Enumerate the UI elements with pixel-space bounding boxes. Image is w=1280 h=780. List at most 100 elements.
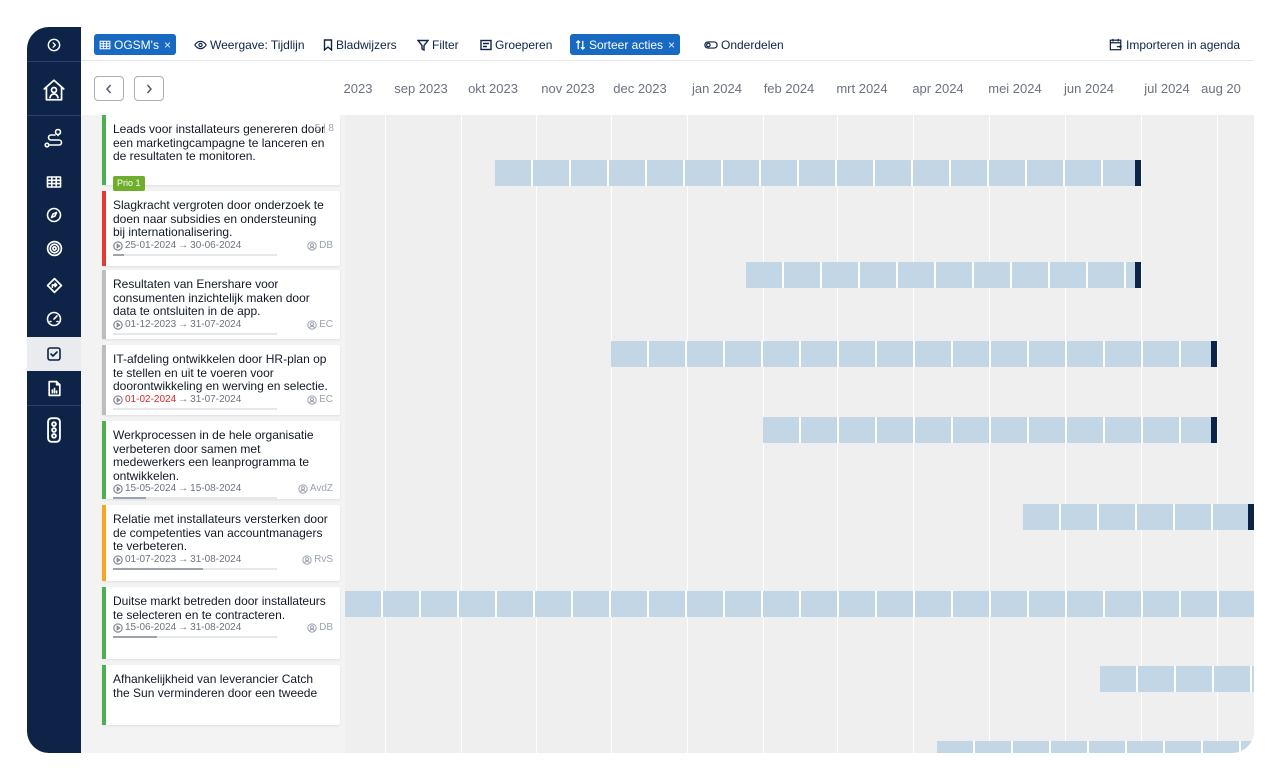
end-date: 15-08-2024 bbox=[190, 483, 242, 494]
action-card[interactable]: Leads voor installateurs genereren door … bbox=[102, 115, 340, 213]
action-owner: EC bbox=[307, 394, 333, 405]
filter-button[interactable]: Filter bbox=[417, 34, 459, 55]
owner-initials: EC bbox=[319, 394, 333, 405]
date-arrow: → bbox=[178, 483, 189, 494]
month-label: jul 2024 bbox=[1144, 81, 1190, 96]
app-window: OGSM's × Weergave: Tijdlijn Bladwijzers … bbox=[27, 27, 1254, 753]
view-button[interactable]: Weergave: Tijdlijn bbox=[194, 34, 305, 55]
sidebar-item-status[interactable] bbox=[27, 415, 81, 445]
status-accent bbox=[102, 587, 106, 659]
end-date: 31-07-2024 bbox=[190, 319, 242, 330]
month-label: jan 2024 bbox=[692, 81, 742, 96]
date-arrow: → bbox=[178, 622, 189, 633]
month-label: apr 2024 bbox=[912, 81, 964, 96]
report-icon bbox=[47, 380, 61, 396]
action-card[interactable]: Slagkracht vergroten door onderzoek te d… bbox=[102, 191, 340, 266]
user-icon bbox=[307, 394, 317, 405]
owner-initials: DB bbox=[319, 240, 333, 251]
main-content: OGSM's × Weergave: Tijdlijn Bladwijzers … bbox=[81, 27, 1254, 753]
progress-bar bbox=[113, 497, 277, 499]
progress-bar bbox=[113, 636, 277, 638]
start-date: 25-01-2024 bbox=[125, 240, 177, 251]
action-title: IT-afdeling ontwikkelen door HR-plan op … bbox=[113, 352, 328, 393]
timeline-bar[interactable] bbox=[611, 341, 1217, 367]
collapse-sidebar-button[interactable] bbox=[27, 35, 81, 55]
direction-icon bbox=[46, 277, 62, 293]
month-label: dec 2023 bbox=[613, 81, 667, 96]
chevron-right-icon bbox=[146, 84, 152, 93]
action-card[interactable]: Werkprocessen in de hele organisatie ver… bbox=[102, 421, 340, 499]
sidebar-item-table[interactable] bbox=[27, 170, 81, 194]
timeline-bar[interactable] bbox=[937, 741, 1254, 753]
previous-period-button[interactable] bbox=[94, 76, 124, 101]
owner-initials: AvdZ bbox=[309, 483, 333, 494]
group-button[interactable]: Groeperen bbox=[480, 34, 552, 55]
month-grid-line bbox=[385, 115, 386, 753]
timeline-bar[interactable] bbox=[763, 417, 1217, 443]
play-circle-icon bbox=[113, 554, 123, 565]
home-button[interactable] bbox=[27, 73, 81, 107]
action-card[interactable]: Afhankelijkheid van leverancier Catch th… bbox=[102, 665, 340, 725]
sidebar-item-strategies[interactable] bbox=[27, 273, 81, 297]
action-card[interactable]: Resultaten van Enershare voor consumente… bbox=[102, 270, 340, 339]
timeline-bar[interactable] bbox=[1100, 666, 1254, 692]
sort-chip-label: Sorteer acties bbox=[589, 37, 664, 52]
group-label: Groeperen bbox=[495, 37, 553, 52]
action-card[interactable]: IT-afdeling ontwikkelen door HR-plan op … bbox=[102, 345, 340, 415]
action-card[interactable]: Relatie met installateurs versterken doo… bbox=[102, 505, 340, 581]
month-grid-line bbox=[536, 115, 537, 753]
sidebar-item-roadmap[interactable] bbox=[27, 123, 81, 155]
action-dates: 01-07-2023 → 31-08-2024 bbox=[113, 554, 241, 565]
progress-fill bbox=[113, 497, 146, 499]
sort-chip-close-icon[interactable]: × bbox=[668, 37, 676, 52]
sidebar-item-compass[interactable] bbox=[27, 203, 81, 227]
start-date: 01-07-2023 bbox=[125, 554, 177, 565]
action-dates: 01-12-2023 → 31-07-2024 bbox=[113, 319, 241, 330]
sidebar-item-reports[interactable] bbox=[27, 376, 81, 400]
sidebar-item-goals[interactable] bbox=[27, 236, 81, 260]
action-owner: DB bbox=[307, 240, 333, 251]
sort-actions-chip[interactable]: Sorteer acties × bbox=[570, 34, 681, 55]
ogsm-filter-chip[interactable]: OGSM's × bbox=[94, 34, 176, 55]
home-person-icon bbox=[43, 79, 65, 101]
timeline-bar[interactable] bbox=[345, 591, 1254, 617]
filter-label: Filter bbox=[432, 37, 459, 52]
play-circle-icon bbox=[113, 622, 123, 633]
start-date: 15-06-2024 bbox=[125, 622, 177, 633]
target-icon bbox=[46, 240, 62, 256]
sidebar-item-actions[interactable] bbox=[27, 337, 81, 371]
timeline-header: 2023 sep 2023 okt 2023 nov 2023 dec 2023 jan … bbox=[81, 61, 1254, 115]
user-icon bbox=[307, 622, 317, 633]
action-card[interactable]: Duitse markt betreden door installateurs… bbox=[102, 587, 340, 659]
ogsm-chip-close-icon[interactable]: × bbox=[163, 37, 171, 52]
timeline-bar[interactable] bbox=[745, 262, 1141, 288]
month-label: nov 2023 bbox=[541, 81, 595, 96]
eye-icon bbox=[194, 40, 207, 49]
sidebar-item-measures[interactable] bbox=[27, 307, 81, 331]
timeline-bar[interactable] bbox=[1023, 504, 1254, 530]
action-title: Duitse markt betreden door installateurs… bbox=[113, 594, 326, 622]
status-accent bbox=[102, 665, 106, 725]
chevron-left-icon bbox=[106, 84, 112, 93]
action-title: Leads voor installateurs genereren door … bbox=[113, 122, 326, 163]
action-title: Relatie met installateurs versterken doo… bbox=[113, 512, 328, 553]
month-grid-line bbox=[1217, 115, 1218, 753]
month-label: jun 2024 bbox=[1064, 81, 1114, 96]
components-button[interactable]: Onderdelen bbox=[704, 34, 784, 55]
toolbar: OGSM's × Weergave: Tijdlijn Bladwijzers … bbox=[81, 27, 1254, 61]
bookmarks-button[interactable]: Bladwijzers bbox=[323, 34, 397, 55]
priority-badge: Prio 1 bbox=[113, 176, 145, 191]
progress-bar bbox=[113, 333, 277, 335]
bookmark-icon bbox=[323, 38, 333, 51]
owner-initials: DB bbox=[319, 622, 333, 633]
month-grid-line bbox=[461, 115, 462, 753]
timeline-bar[interactable] bbox=[494, 160, 1141, 186]
import-calendar-button[interactable]: Importeren in agenda bbox=[1109, 34, 1240, 55]
owner-initials: EC bbox=[319, 319, 333, 330]
next-period-button[interactable] bbox=[134, 76, 164, 101]
action-title: Werkprocessen in de hele organisatie ver… bbox=[113, 428, 314, 483]
play-circle-icon bbox=[113, 319, 123, 330]
owner-initials: RvS bbox=[314, 554, 333, 565]
end-date: 31-08-2024 bbox=[190, 622, 242, 633]
month-grid-line bbox=[687, 115, 688, 753]
